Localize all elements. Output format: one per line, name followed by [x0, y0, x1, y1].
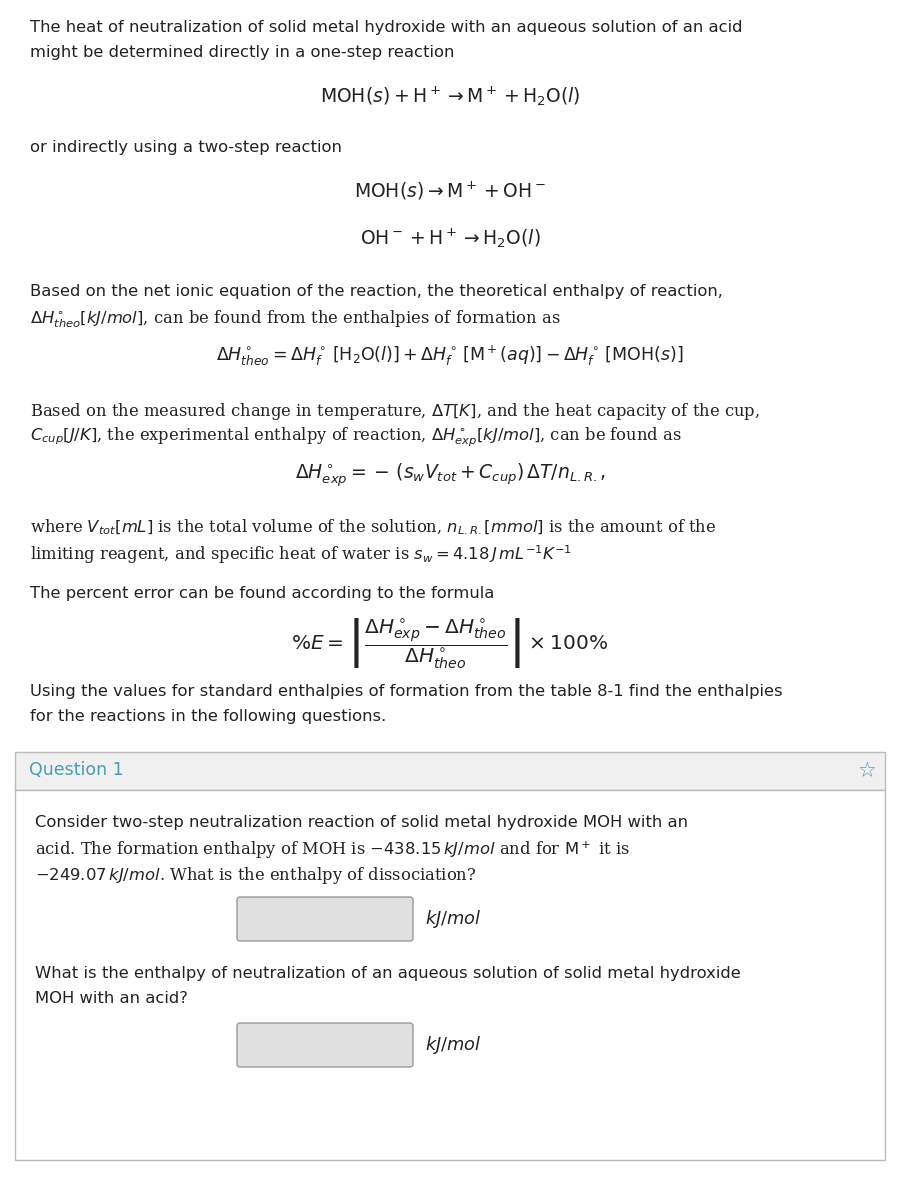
Bar: [15, 790, 885, 1160]
Text: MOH with an acid?: MOH with an acid?: [35, 991, 188, 1006]
Text: The percent error can be found according to the formula: The percent error can be found according…: [30, 586, 494, 601]
Text: or indirectly using a two-step reaction: or indirectly using a two-step reaction: [30, 140, 342, 155]
Text: $C_{cup}[J/K]$, the experimental enthalpy of reaction, $\Delta H^\circ_{exp}[kJ/: $C_{cup}[J/K]$, the experimental enthalp…: [30, 426, 682, 449]
Text: for the reactions in the following questions.: for the reactions in the following quest…: [30, 709, 386, 724]
Text: $\%E = \left|\dfrac{\Delta H^\circ_{exp} - \Delta H^\circ_{theo}}{\Delta H^\circ: $\%E = \left|\dfrac{\Delta H^\circ_{exp}…: [292, 616, 608, 670]
Text: might be determined directly in a one-step reaction: might be determined directly in a one-st…: [30, 44, 454, 60]
Text: The heat of neutralization of solid metal hydroxide with an aqueous solution of : The heat of neutralization of solid meta…: [30, 20, 742, 35]
Text: $\mathrm{MOH}(s) \rightarrow \mathrm{M}^+ + \mathrm{OH}^-$: $\mathrm{MOH}(s) \rightarrow \mathrm{M}^…: [355, 180, 545, 202]
Text: $kJ/mol$: $kJ/mol$: [425, 908, 482, 930]
Text: Based on the net ionic equation of the reaction, the theoretical enthalpy of rea: Based on the net ionic equation of the r…: [30, 284, 723, 299]
Text: Consider two-step neutralization reaction of solid metal hydroxide MOH with an: Consider two-step neutralization reactio…: [35, 815, 688, 830]
Text: limiting reagent, and specific heat of water is $s_w = 4.18\,J\,mL^{-1}K^{-1}$: limiting reagent, and specific heat of w…: [30, 542, 572, 565]
Text: $\mathrm{MOH}(s) + \mathrm{H}^+ \rightarrow \mathrm{M}^+ + \mathrm{H_2O}(l)$: $\mathrm{MOH}(s) + \mathrm{H}^+ \rightar…: [320, 85, 580, 108]
Text: ☆: ☆: [858, 761, 877, 781]
Text: $kJ/mol$: $kJ/mol$: [425, 1034, 482, 1056]
Text: acid. The formation enthalpy of MOH is $-438.15\,kJ/mol$ and for $\mathrm{M}^+$ : acid. The formation enthalpy of MOH is $…: [35, 840, 630, 862]
Text: $-249.07\,kJ/mol$. What is the enthalpy of dissociation?: $-249.07\,kJ/mol$. What is the enthalpy …: [35, 865, 476, 886]
Text: Using the values for standard enthalpies of formation from the table 8-1 find th: Using the values for standard enthalpies…: [30, 684, 783, 698]
Text: What is the enthalpy of neutralization of an aqueous solution of solid metal hyd: What is the enthalpy of neutralization o…: [35, 966, 741, 982]
Text: Based on the measured change in temperature, $\Delta T[K]$, and the heat capacit: Based on the measured change in temperat…: [30, 401, 760, 422]
Text: Question 1: Question 1: [29, 761, 123, 779]
Bar: [15, 752, 885, 790]
Text: $\Delta H^\circ_{theo} = \Delta H^\circ_f\,[\mathrm{H_2O}(l)] + \Delta H^\circ_f: $\Delta H^\circ_{theo} = \Delta H^\circ_…: [216, 344, 684, 368]
Text: where $V_{tot}[mL]$ is the total volume of the solution, $n_{L.R.}[mmol]$ is the: where $V_{tot}[mL]$ is the total volume …: [30, 518, 716, 538]
Text: $\mathrm{OH}^- + \mathrm{H}^+ \rightarrow \mathrm{H_2O}(l)$: $\mathrm{OH}^- + \mathrm{H}^+ \rightarro…: [360, 227, 540, 251]
FancyBboxPatch shape: [237, 1022, 413, 1067]
Text: $\Delta H^\circ_{exp} = -\,(s_w V_{tot} + C_{cup})\,\Delta T/n_{L.R.},$: $\Delta H^\circ_{exp} = -\,(s_w V_{tot} …: [294, 461, 606, 488]
FancyBboxPatch shape: [237, 898, 413, 941]
Text: $\Delta H^\circ_{theo}[kJ/mol]$, can be found from the enthalpies of formation a: $\Delta H^\circ_{theo}[kJ/mol]$, can be …: [30, 308, 561, 330]
